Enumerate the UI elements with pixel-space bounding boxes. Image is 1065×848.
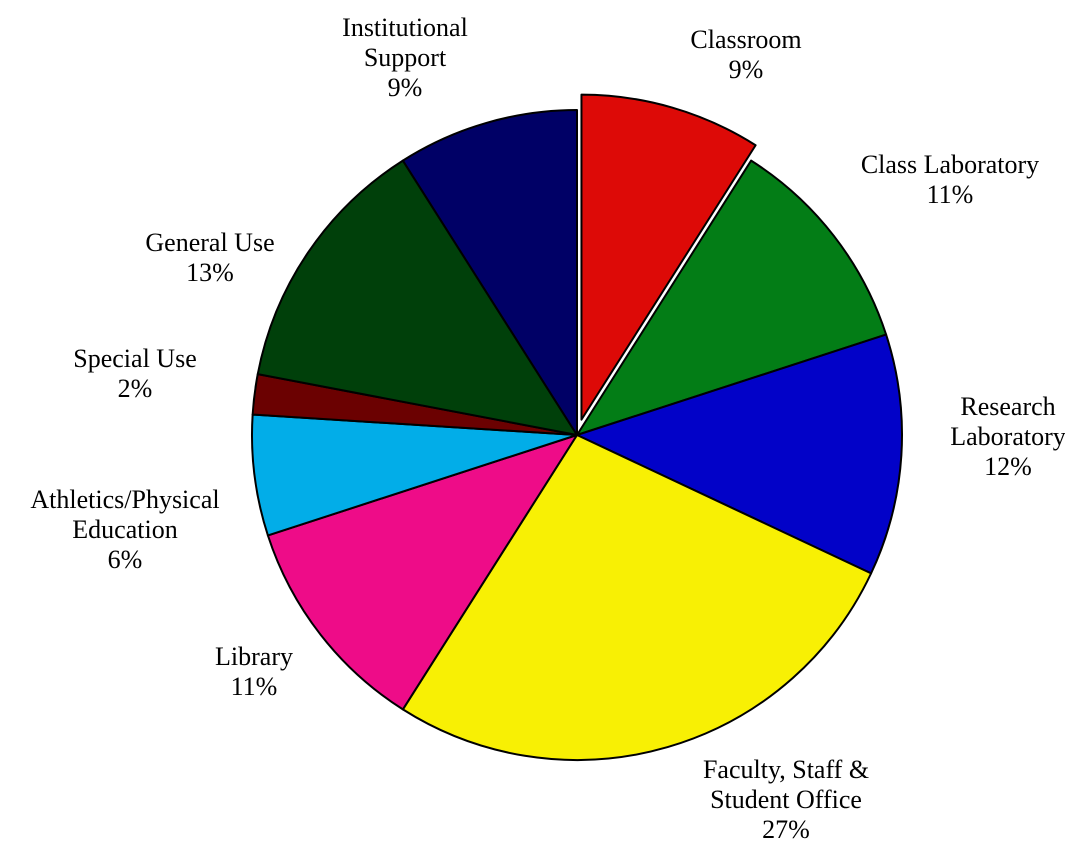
- slice-label: Special Use 2%: [35, 344, 235, 404]
- category-label: Faculty, Staff & Student Office: [702, 755, 870, 814]
- slice-label: Classroom 9%: [646, 25, 846, 85]
- slice-label: Class Laboratory 11%: [820, 150, 1065, 210]
- pie-slice: [576, 159, 888, 436]
- category-label: Special Use: [73, 344, 197, 373]
- category-label: Class Laboratory: [860, 150, 1040, 179]
- slice-label: General Use 13%: [100, 228, 320, 288]
- value-label: 6%: [107, 545, 143, 574]
- category-label: General Use: [145, 228, 275, 257]
- value-label: 13%: [186, 258, 234, 287]
- value-label: 2%: [117, 374, 153, 403]
- pie-slice: [576, 333, 903, 575]
- slice-label: Research Laboratory 12%: [923, 392, 1065, 482]
- pie-slice: [256, 159, 578, 436]
- value-label: 11%: [230, 672, 278, 701]
- value-label: 12%: [984, 452, 1032, 481]
- value-label: 11%: [926, 180, 974, 209]
- category-label: Classroom: [690, 25, 802, 54]
- category-label: Research Laboratory: [950, 392, 1065, 451]
- category-label: Library: [215, 642, 293, 671]
- category-label: Institutional Support: [342, 13, 468, 72]
- slice-label: Library 11%: [154, 642, 354, 702]
- category-label: Athletics/Physical Education: [30, 485, 220, 544]
- value-label: 27%: [762, 815, 810, 844]
- pie-slice: [266, 434, 578, 711]
- slice-label: Athletics/Physical Education 6%: [0, 485, 250, 575]
- value-label: 9%: [728, 55, 764, 84]
- slice-label: Institutional Support 9%: [320, 13, 490, 103]
- value-label: 9%: [387, 73, 423, 102]
- pie-slice: [580, 93, 757, 421]
- pie-slice: [251, 413, 578, 537]
- pie-slice: [401, 109, 578, 436]
- slice-label: Faculty, Staff & Student Office 27%: [671, 755, 901, 845]
- pie-slice: [401, 434, 873, 761]
